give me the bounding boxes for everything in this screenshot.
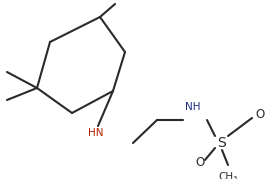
Text: O: O — [255, 108, 264, 122]
Text: O: O — [195, 156, 205, 168]
Text: CH₃: CH₃ — [218, 172, 238, 179]
Text: NH: NH — [185, 102, 200, 112]
Text: S: S — [217, 136, 226, 150]
Text: HN: HN — [88, 128, 104, 138]
